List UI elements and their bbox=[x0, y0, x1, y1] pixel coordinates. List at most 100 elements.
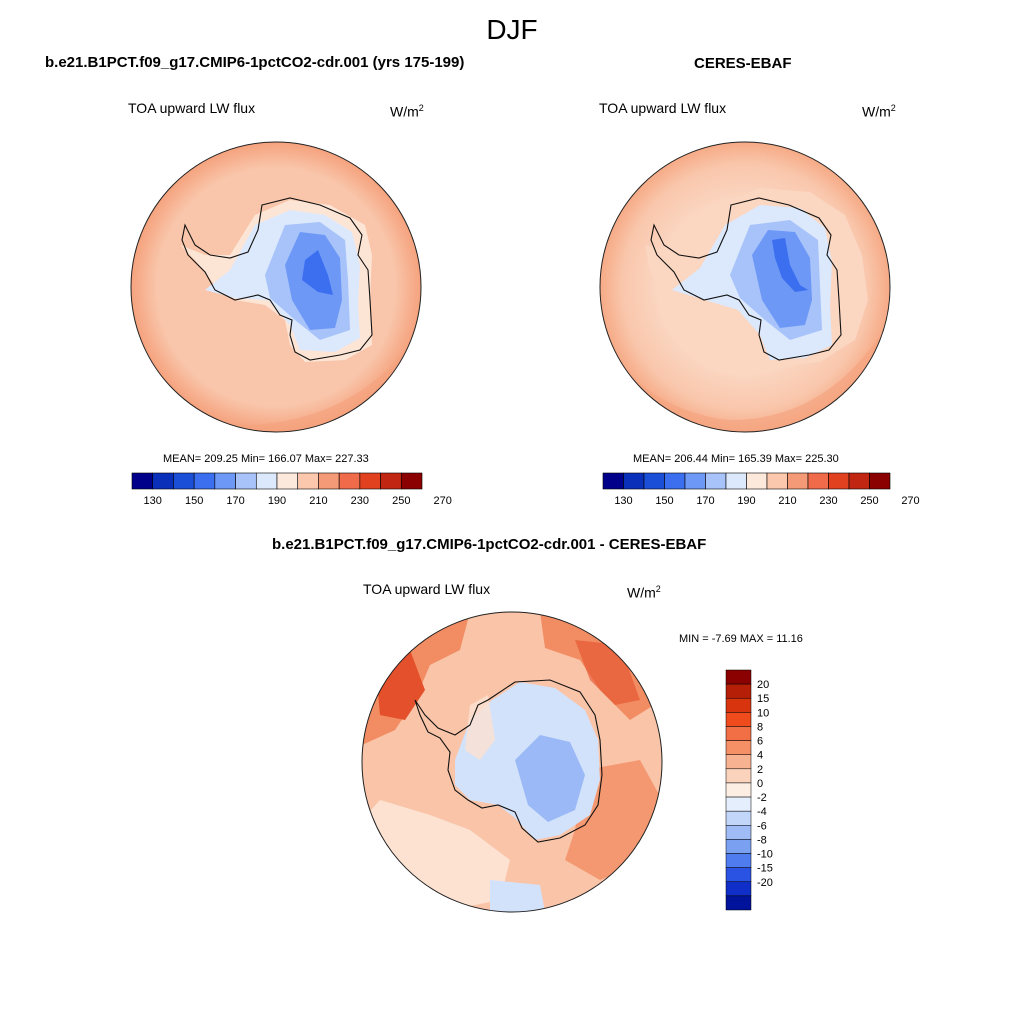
panel3-map bbox=[361, 611, 663, 913]
panel3-peninsula-warm bbox=[465, 695, 495, 760]
panel2-colorbar-tick-label: 210 bbox=[778, 495, 796, 507]
panel2-colorbar-tick-label: 150 bbox=[655, 495, 673, 507]
panel3-colorbar-label: 10 bbox=[757, 707, 769, 719]
panel3-antarctica-cold bbox=[515, 735, 585, 822]
panel1-colorbar-swatch bbox=[276, 472, 299, 490]
panel3-colorbar-label: 4 bbox=[757, 750, 763, 762]
panel3-colorbar-swatch bbox=[725, 881, 752, 897]
panel2-colorbar-tick-label: 230 bbox=[819, 495, 837, 507]
panel2-colorbar-swatch bbox=[684, 472, 706, 490]
panel3-colorbar-swatch bbox=[725, 895, 752, 911]
panel1-variable: TOA upward LW flux bbox=[128, 100, 256, 116]
panel3-colorbar-label: 6 bbox=[757, 736, 763, 748]
panel1-colorbar-swatch bbox=[131, 472, 154, 490]
panel2-colorbar-swatch bbox=[787, 472, 809, 490]
panel2-units: W/m2 bbox=[862, 103, 896, 120]
panel1-colorbar-swatch bbox=[235, 472, 257, 490]
panel2-outer-band bbox=[600, 320, 890, 432]
panel3-colorbar-label: 15 bbox=[757, 693, 769, 705]
panel2-colorbar: 130 150 170 190 210 230 250 270 bbox=[602, 472, 920, 507]
panel3-colorbar-swatch bbox=[725, 825, 752, 840]
panel1-colorbar-tick-label: 190 bbox=[268, 495, 286, 507]
panel3-stats: MIN = -7.69 MAX = 11.16 bbox=[679, 633, 803, 645]
panel1-colorbar-swatch bbox=[297, 472, 319, 490]
panel1-colorbar-swatch bbox=[318, 472, 340, 490]
panel3-colorbar-swatch bbox=[725, 712, 752, 727]
panel3-colorbar-swatch bbox=[725, 782, 752, 798]
panel3-colorbar-label: -15 bbox=[757, 863, 773, 875]
panel3-colorbar-label: 0 bbox=[757, 778, 763, 790]
panel2-colorbar-tick-label: 250 bbox=[860, 495, 878, 507]
panel3-colorbar-swatch bbox=[725, 796, 752, 812]
panel2-colorbar-tick-label: 170 bbox=[696, 495, 714, 507]
figure-title: DJF bbox=[486, 14, 538, 45]
panel1-units: W/m2 bbox=[390, 103, 424, 120]
panel1-antarctica-core bbox=[302, 250, 333, 295]
panel2-colorbar-swatch bbox=[766, 472, 788, 490]
panel1-outer-band bbox=[131, 330, 421, 432]
panel3-colorbar-swatch bbox=[725, 740, 752, 755]
panel1-colorbar-tick-label: 170 bbox=[226, 495, 244, 507]
panel2-colorbar-swatch bbox=[725, 472, 747, 490]
panel2-coastline bbox=[650, 197, 842, 361]
panel3-colorbar-swatch bbox=[725, 697, 752, 713]
panel3-colorbar-label: -8 bbox=[757, 834, 767, 846]
panel3-coastline bbox=[414, 679, 603, 843]
panel3-title: b.e21.B1PCT.f09_g17.CMIP6-1pctCO2-cdr.00… bbox=[272, 536, 707, 553]
panel1-colorbar-swatch bbox=[338, 472, 361, 490]
panel3-cool-south bbox=[490, 880, 545, 912]
panel2-colorbar-swatch bbox=[807, 472, 829, 490]
panel2-variable: TOA upward LW flux bbox=[599, 100, 727, 116]
panel2-colorbar-swatch bbox=[828, 472, 850, 490]
panel1-colorbar-tick-label: 230 bbox=[351, 495, 369, 507]
panel3-colorbar-swatch bbox=[725, 810, 752, 826]
panel1-colorbar-tick-label: 250 bbox=[392, 495, 410, 507]
panel2-colorbar-tick-label: 130 bbox=[614, 495, 632, 507]
panel3-boundary bbox=[361, 611, 663, 913]
panel1-colorbar-swatch bbox=[255, 472, 278, 490]
panel2-colorbar-swatch bbox=[602, 472, 624, 490]
panel3-colorbar-swatch bbox=[725, 867, 752, 883]
panel2-stats: MEAN= 206.44 Min= 165.39 Max= 225.30 bbox=[633, 453, 839, 465]
panel1-colorbar-tick-label: 270 bbox=[434, 495, 452, 507]
panel1-colorbar-tick-label: 150 bbox=[185, 495, 203, 507]
panel2-colorbar-swatch bbox=[746, 472, 768, 490]
panel3-colorbar-label: -6 bbox=[757, 820, 767, 832]
panel1-colorbar-swatch bbox=[193, 472, 216, 490]
panel2-colorbar-swatch bbox=[664, 472, 686, 490]
panel3-colorbar-swatch bbox=[725, 683, 752, 699]
panel1-colorbar-tick-label: 210 bbox=[309, 495, 327, 507]
panel1-colorbar-swatch bbox=[400, 472, 423, 490]
panel3-colorbar-swatch bbox=[725, 839, 752, 854]
panel2-map bbox=[599, 141, 891, 433]
panel3-colorbar-label: 8 bbox=[757, 721, 763, 733]
panel2-colorbar-swatch bbox=[623, 472, 645, 490]
panel3-colorbar-swatch bbox=[725, 853, 752, 868]
panel2-colorbar-tick-label: 190 bbox=[737, 495, 755, 507]
panel3-colorbar-label: -2 bbox=[757, 792, 767, 804]
panel1-boundary bbox=[130, 141, 422, 433]
panel1-stats: MEAN= 209.25 Min= 166.07 Max= 227.33 bbox=[163, 453, 369, 465]
panel1-title: b.e21.B1PCT.f09_g17.CMIP6-1pctCO2-cdr.00… bbox=[45, 54, 465, 71]
panel2-boundary bbox=[599, 141, 891, 433]
panel2-colorbar-tick-label: 270 bbox=[901, 495, 919, 507]
panel2-title: CERES-EBAF bbox=[694, 55, 792, 72]
panel3-colorbar-label: -20 bbox=[757, 877, 773, 889]
panel2-antarctica-deep bbox=[752, 230, 812, 328]
panel3-colorbar-label: -10 bbox=[757, 849, 773, 861]
panel1-map bbox=[130, 141, 422, 433]
panel3-units: W/m2 bbox=[627, 584, 661, 601]
panel1-colorbar-tick-label: 130 bbox=[144, 495, 162, 507]
panel1-colorbar-swatch bbox=[380, 472, 402, 490]
panel2-antarctica-core bbox=[772, 238, 808, 292]
panel3-colorbar-swatch bbox=[725, 726, 752, 741]
panel1-colorbar: 130 150 170 190 210 230 250 270 bbox=[131, 472, 452, 507]
panel3-colorbar-swatch bbox=[725, 768, 752, 784]
panel2-colorbar-swatch bbox=[869, 472, 891, 490]
panel3-colorbar-label: 2 bbox=[757, 764, 763, 776]
panel1-coastline bbox=[181, 197, 373, 361]
panel3-colorbar-swatch bbox=[725, 754, 752, 770]
